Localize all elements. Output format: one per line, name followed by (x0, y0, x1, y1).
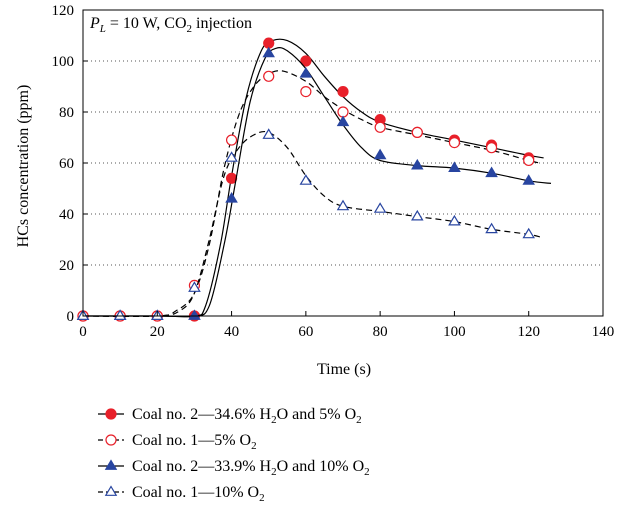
series-1-point-50 (263, 37, 275, 49)
y-tick-label-40: 40 (59, 207, 74, 223)
x-axis-title: Time (s) (317, 361, 371, 378)
chart-annotation: PL = 10 W, CO2 injection (89, 15, 252, 35)
series-2-point-60 (300, 85, 312, 98)
series-1-point-70 (337, 85, 349, 98)
series-4-point-80 (373, 202, 387, 213)
x-tick-label-100: 100 (443, 324, 466, 340)
series-1-line (82, 38, 544, 318)
series-3-line (82, 47, 552, 318)
y-tick-label-60: 60 (59, 156, 74, 172)
series-4-point-90 (411, 209, 424, 221)
x-tick-label-140: 140 (592, 324, 615, 340)
series-3-point-30 (188, 309, 201, 320)
series-1 (77, 37, 544, 322)
series-2-point-70 (337, 106, 349, 118)
series-4-point-70 (336, 199, 350, 211)
series-2-point-80 (374, 121, 386, 133)
x-tick-label-0: 0 (79, 324, 87, 340)
legend-label-3: Coal no. 2—33.9% H2O and 10% O2 (132, 458, 370, 478)
series-4-point-100 (448, 214, 461, 226)
x-tick-label-80: 80 (373, 324, 388, 340)
series-4 (76, 128, 541, 320)
series-2-point-100 (448, 137, 461, 149)
series-3-point-60 (299, 67, 313, 78)
y-tick-label-0: 0 (67, 309, 75, 325)
y-tick-label-120: 120 (52, 3, 75, 19)
series-3-point-80 (373, 148, 387, 160)
x-tick-label-40: 40 (224, 324, 239, 340)
legend-item-3: Coal no. 2—33.9% H2O and 10% O2 (98, 458, 370, 478)
series-3-point-100 (448, 161, 461, 172)
series-3-point-40 (225, 192, 238, 203)
legend-label-2: Coal no. 1—5% O2 (132, 432, 257, 452)
legend-marker-3 (104, 459, 118, 470)
x-tick-label-60: 60 (298, 324, 313, 340)
y-axis-title: HCs concentration (ppm) (15, 85, 32, 248)
legend-item-2: Coal no. 1—5% O2 (98, 432, 257, 452)
legend-label-4: Coal no. 1—10% O2 (132, 484, 265, 504)
legend-marker-1 (105, 408, 117, 420)
series-layer (76, 37, 552, 322)
series-4-point-10 (113, 309, 127, 320)
y-tick-label-80: 80 (59, 105, 74, 121)
series-4-point-30 (188, 281, 201, 292)
series-3-point-110 (485, 166, 498, 178)
legend-marker-2 (105, 434, 117, 446)
axis-ticks: 0 20 40 60 80 100 120 140 0 20 40 60 80 100 120 (52, 3, 615, 340)
series-3-point-50 (262, 46, 275, 58)
x-tick-label-20: 20 (150, 324, 165, 340)
series-3-point-120 (522, 174, 535, 185)
y-tick-label-100: 100 (52, 54, 75, 70)
series-2-point-110 (485, 142, 498, 154)
series-3 (76, 46, 552, 320)
series-3-point-70 (336, 115, 350, 127)
series-4-point-60 (299, 174, 313, 185)
series-1-point-60 (300, 55, 312, 67)
series-2-point-40 (225, 134, 238, 146)
series-2-point-120 (523, 154, 535, 167)
legend-label-1: Coal no. 2—34.6% H2O and 5% O2 (132, 406, 362, 426)
series-2 (77, 70, 541, 322)
series-2-point-50 (263, 70, 275, 82)
series-2-point-90 (411, 126, 423, 138)
y-tick-label-20: 20 (59, 258, 74, 274)
series-4-point-120 (522, 227, 535, 239)
x-tick-label-120: 120 (517, 324, 540, 340)
legend-item-1: Coal no. 2—34.6% H2O and 5% O2 (98, 406, 362, 426)
series-4-point-50 (262, 128, 275, 139)
series-2-line (82, 70, 541, 317)
series-4-point-40 (225, 151, 238, 162)
legend-item-4: Coal no. 1—10% O2 (98, 484, 265, 504)
legend: Coal no. 2—34.6% H2O and 5% O2 Coal no. 1… (98, 406, 370, 504)
series-4-line (82, 130, 541, 317)
series-3-point-90 (411, 158, 424, 170)
legend-marker-4 (104, 485, 118, 496)
series-4-point-110 (485, 222, 498, 234)
